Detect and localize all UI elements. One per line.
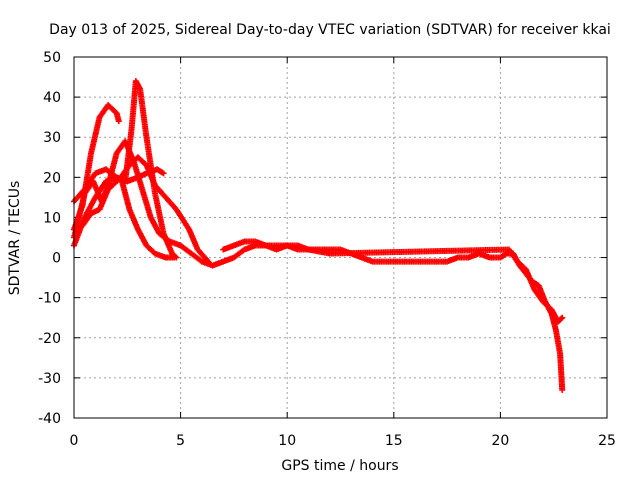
x-tick-label: 20 (491, 433, 509, 449)
data-series (71, 78, 566, 393)
y-tick-label: 30 (43, 130, 61, 146)
series-track-5 (71, 166, 167, 205)
y-tick-label: 40 (43, 90, 61, 106)
y-tick-label: -20 (38, 331, 61, 347)
x-axis-label: GPS time / hours (281, 458, 398, 474)
plot-frame (73, 56, 608, 419)
series-track-6 (117, 174, 178, 261)
x-tick-label: 15 (385, 433, 403, 449)
series-track-4 (79, 154, 212, 265)
y-tick-label: -30 (38, 371, 61, 387)
series-main-b (220, 238, 566, 325)
x-tick-label: 5 (176, 433, 185, 449)
y-tick-label: 10 (43, 210, 61, 226)
y-tick-label: 50 (43, 50, 61, 66)
y-axis-label: SDTVAR / TECUs (7, 181, 23, 296)
y-tick-label: 0 (52, 251, 61, 267)
data-point (558, 315, 565, 322)
grid-lines (74, 57, 607, 418)
data-point (171, 254, 178, 261)
series-track-2 (71, 78, 180, 261)
chart-title: Day 013 of 2025, Sidereal Day-to-day VTE… (49, 22, 611, 38)
x-tick-label: 10 (278, 433, 296, 449)
y-tick-label: 20 (43, 170, 61, 186)
series-track-3 (71, 138, 184, 249)
x-tick-label: 0 (70, 433, 79, 449)
x-tick-label: 25 (598, 433, 616, 449)
data-point (115, 118, 122, 125)
data-point (559, 386, 566, 393)
y-tick-label: -10 (38, 291, 61, 307)
data-point (559, 314, 566, 321)
y-tick-label: -40 (38, 411, 61, 427)
data-point (160, 170, 167, 177)
